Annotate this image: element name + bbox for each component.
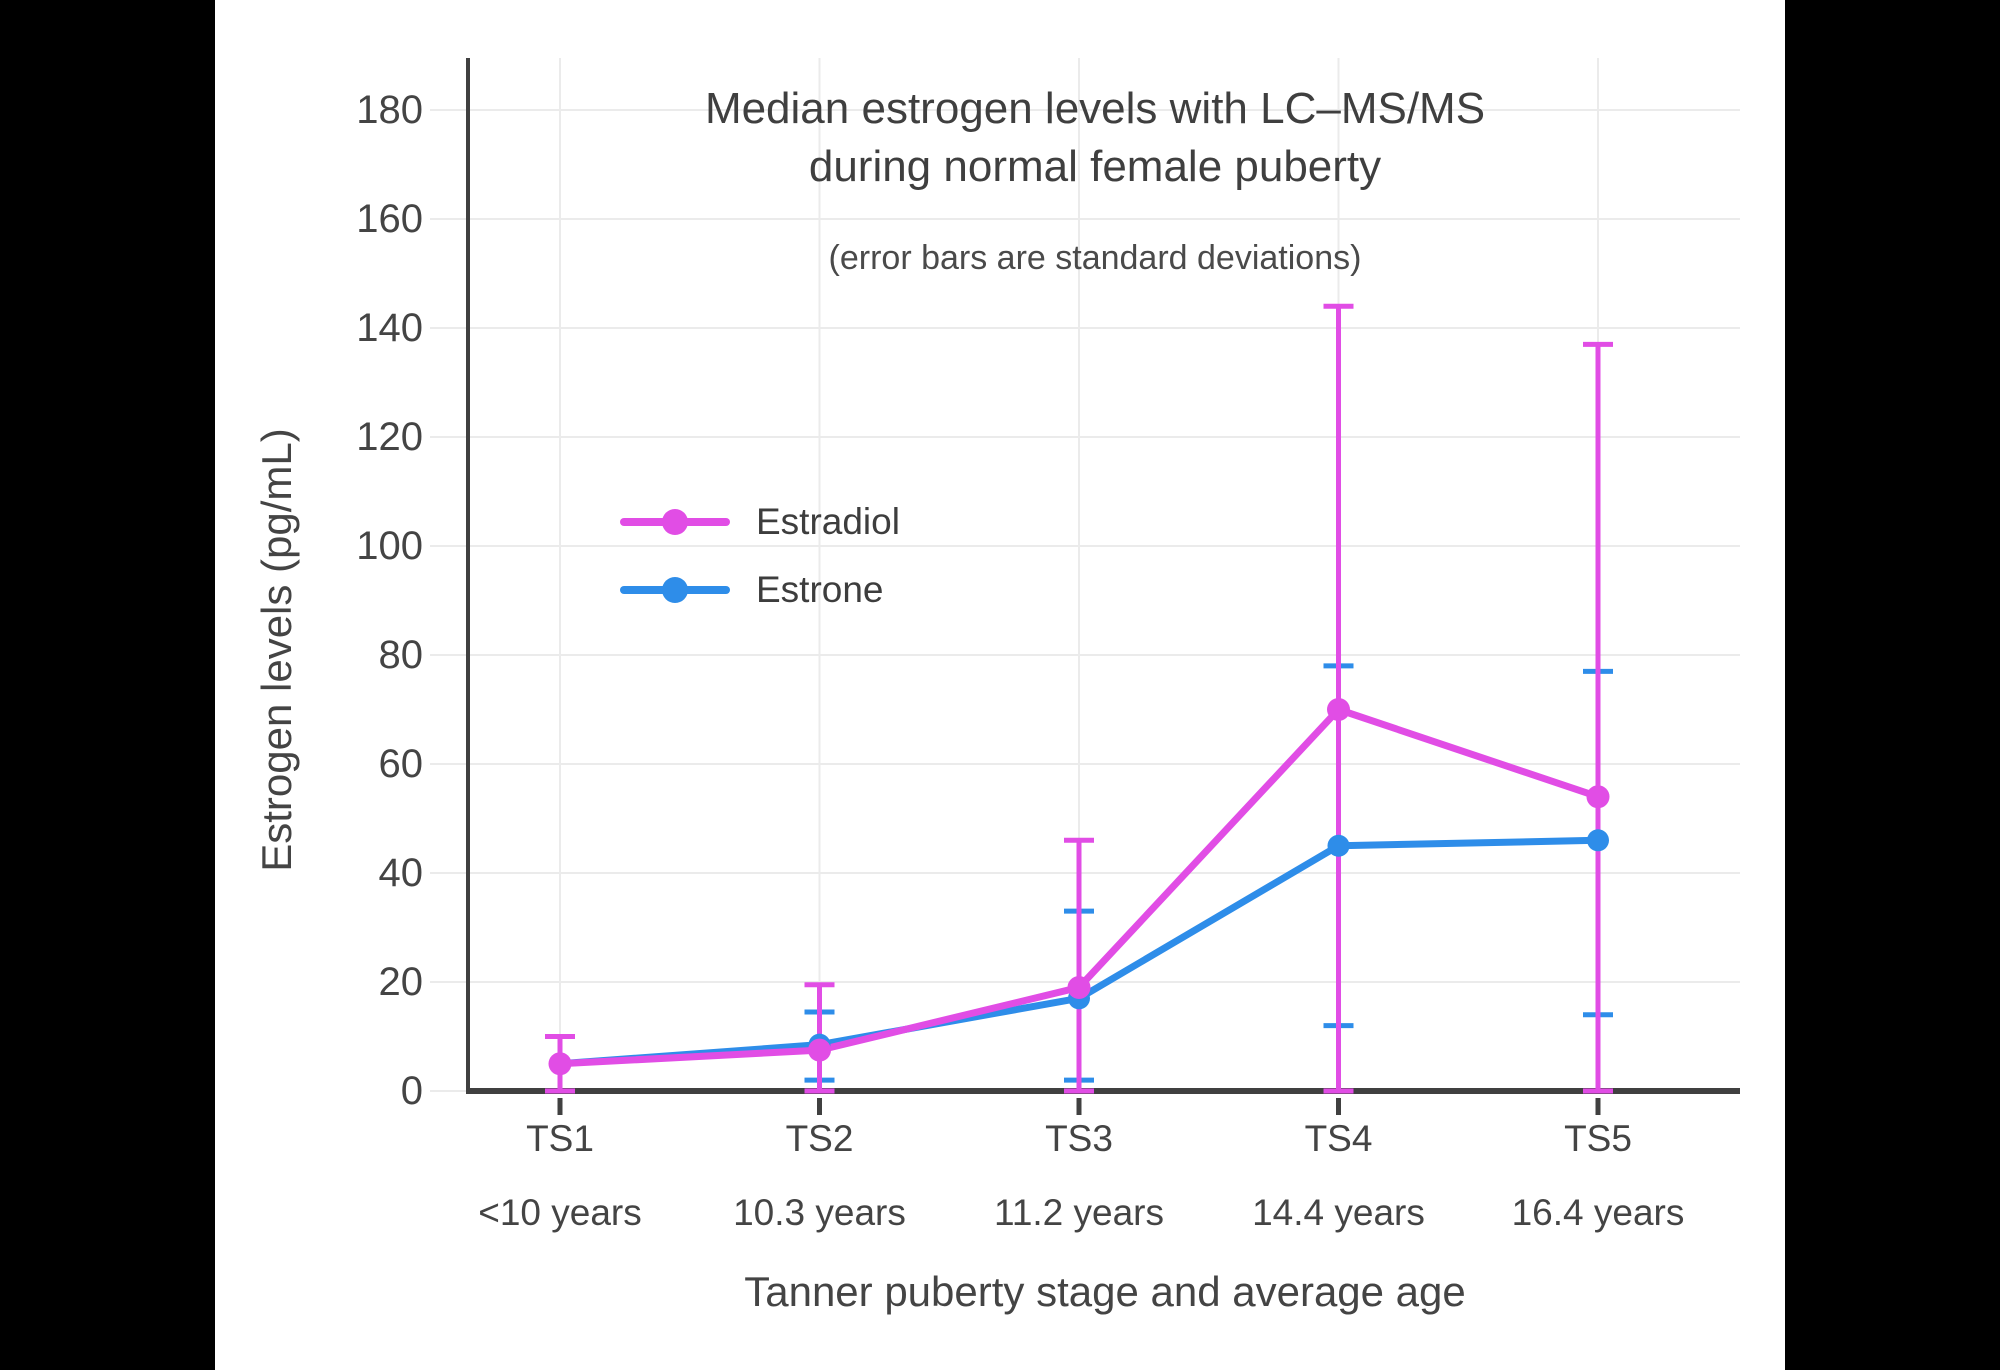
data-point-estrone-TS4 — [1327, 834, 1350, 857]
legend: Estradiol Estrone — [620, 496, 900, 616]
y-tick-label-40: 40 — [378, 851, 424, 895]
y-tick-label-140: 140 — [356, 306, 423, 350]
y-tick-label-60: 60 — [378, 742, 424, 786]
data-point-estradiol-TS5 — [1586, 785, 1610, 809]
x-tick-sublabel-TS1: <10 years — [478, 1192, 642, 1233]
data-point-estradiol-TS3 — [1067, 975, 1091, 999]
chart-plot-area — [430, 58, 1740, 1115]
x-tick-sublabel-TS3: 11.2 years — [993, 1192, 1165, 1233]
figure-canvas: Median estrogen levels with LC–MS/MS dur… — [215, 0, 1785, 1370]
legend-item-estrone[interactable]: Estrone — [620, 564, 900, 616]
y-tick-label-80: 80 — [378, 633, 424, 677]
y-tick-label-0: 0 — [400, 1069, 423, 1113]
data-point-estrone-TS5 — [1587, 829, 1609, 852]
chart-title-block: Median estrogen levels with LC–MS/MS dur… — [485, 80, 1705, 278]
legend-label-estrone: Estrone — [756, 569, 884, 610]
chart-subtitle: (error bars are standard deviations) — [828, 239, 1362, 277]
chart-title-line2: during normal female puberty — [808, 142, 1382, 191]
x-tick-label-TS4: TS4 — [1304, 1118, 1373, 1159]
estrone-legend-dot — [662, 577, 688, 603]
legend-label-estradiol: Estradiol — [756, 501, 900, 542]
data-point-estradiol-TS1 — [548, 1052, 572, 1076]
chart-title-line1: Median estrogen levels with LC–MS/MS — [704, 84, 1486, 133]
data-point-estradiol-TS2 — [808, 1038, 831, 1062]
x-tick-sublabel-TS2: 10.3 years — [733, 1192, 906, 1233]
estradiol-line-marker-icon — [620, 496, 730, 548]
y-tick-label-120: 120 — [356, 415, 423, 459]
y-tick-label-160: 160 — [356, 197, 423, 241]
x-tick-label-TS5: TS5 — [1564, 1118, 1632, 1159]
legend-item-estradiol[interactable]: Estradiol — [620, 496, 900, 548]
data-point-estradiol-TS4 — [1327, 698, 1350, 721]
y-tick-label-180: 180 — [356, 88, 423, 132]
y-tick-label-100: 100 — [356, 524, 423, 568]
x-tick-label-TS1: TS1 — [526, 1118, 594, 1159]
x-tick-label-TS2: TS2 — [785, 1118, 854, 1159]
x-tick-label-TS3: TS3 — [1045, 1118, 1113, 1159]
estradiol-legend-dot — [662, 509, 688, 535]
y-tick-label-20: 20 — [378, 960, 424, 1004]
estrone-line-marker-icon — [620, 564, 730, 616]
x-tick-sublabel-TS4: 14.4 years — [1252, 1192, 1425, 1233]
x-tick-sublabel-TS5: 16.4 years — [1511, 1192, 1685, 1233]
x-axis-label: Tanner puberty stage and average age — [744, 1268, 1466, 1315]
